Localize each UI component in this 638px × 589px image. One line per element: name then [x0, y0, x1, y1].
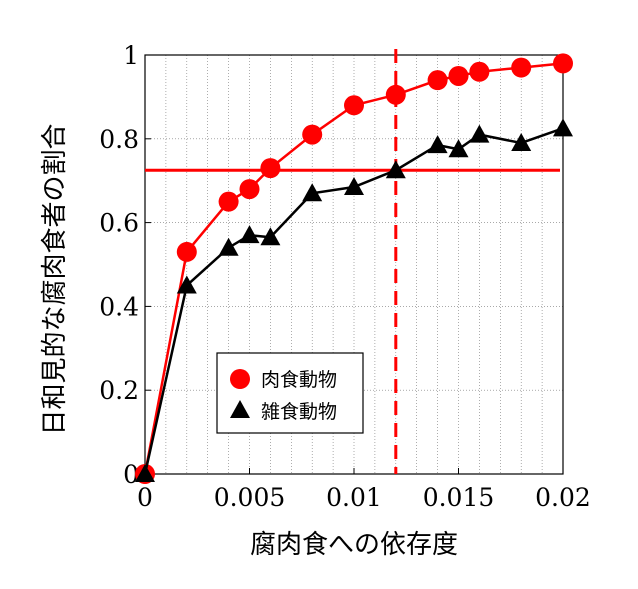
- x-axis-title: 腐肉食への依存度: [250, 530, 458, 560]
- data-point-omnivore: [239, 225, 260, 244]
- axis-ticks: 0 0.005 0.01 0.015 0.02 0 0.2 0.4 0.6 0.8 1: [99, 41, 591, 512]
- x-tick-label: 0.005: [214, 483, 286, 512]
- y-tick-label: 0.4: [99, 292, 139, 321]
- data-point-carnivore: [344, 95, 364, 116]
- y-axis-title: 日和見的な腐肉食者の割合: [40, 123, 70, 435]
- reference-lines: [145, 49, 560, 474]
- y-tick-label: 0: [123, 460, 139, 489]
- data-point-omnivore: [218, 237, 239, 256]
- data-point-omnivore: [176, 275, 197, 294]
- data-point-omnivore: [469, 124, 490, 143]
- data-point-carnivore: [469, 61, 490, 82]
- legend: 肉食動物 雑食動物: [216, 352, 364, 434]
- y-tick-label: 0.8: [99, 125, 139, 154]
- legend-box: [216, 352, 364, 434]
- data-point-omnivore: [260, 227, 281, 246]
- x-tick-label: 0.02: [535, 483, 591, 512]
- x-tick-label: 0.01: [326, 483, 382, 512]
- legend-label-omnivore: 雑食動物: [261, 401, 337, 423]
- y-tick-label: 1: [123, 41, 139, 70]
- data-point-omnivore: [511, 132, 532, 151]
- data-point-carnivore: [176, 241, 197, 262]
- x-tick-label: 0.015: [423, 483, 495, 512]
- data-point-omnivore: [553, 118, 573, 137]
- legend-marker-carnivore: [230, 369, 250, 389]
- x-tick-label: 0: [137, 483, 153, 512]
- data-point-omnivore: [448, 139, 469, 158]
- data-series: [135, 53, 573, 484]
- data-point-carnivore: [448, 65, 469, 86]
- legend-marker-omnivore: [230, 400, 250, 418]
- data-point-carnivore: [511, 57, 532, 78]
- data-point-carnivore: [302, 124, 323, 145]
- data-point-omnivore: [135, 464, 155, 482]
- data-point-carnivore: [427, 70, 448, 91]
- data-point-carnivore: [385, 84, 406, 105]
- data-point-omnivore: [344, 176, 364, 195]
- data-point-carnivore: [218, 191, 239, 212]
- y-tick-label: 0.2: [99, 376, 139, 405]
- data-point-carnivore: [239, 179, 260, 200]
- data-point-omnivore: [385, 160, 406, 179]
- data-point-carnivore: [553, 53, 573, 74]
- data-point-carnivore: [260, 158, 281, 179]
- data-point-omnivore: [302, 183, 323, 202]
- y-tick-label: 0.6: [99, 209, 139, 238]
- data-point-omnivore: [427, 135, 448, 154]
- legend-label-carnivore: 肉食動物: [261, 369, 337, 391]
